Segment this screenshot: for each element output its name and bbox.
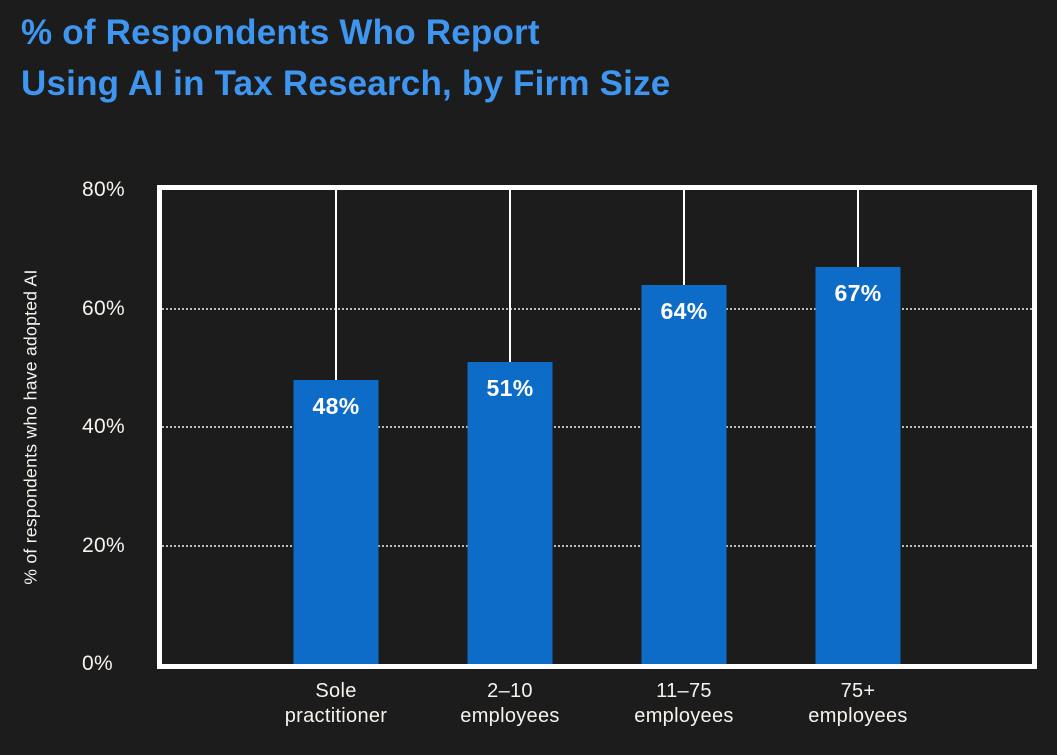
x-axis-labels: Sole practitioner 2–10 employees 11–75 emp… [162, 679, 1032, 743]
bar-value-label: 51% [486, 374, 534, 401]
bar-value-label: 67% [834, 280, 882, 307]
category-guide-line [683, 190, 685, 285]
y-tick-label: 80% [82, 178, 125, 201]
y-tick-label: 60% [82, 296, 125, 320]
category-guide-line [857, 190, 859, 268]
bar-4: 67% [815, 267, 901, 664]
chart-title-line-2: Using AI in Tax Research, by Firm Size [21, 64, 671, 103]
plot-area: 48% 51% 64% 67% [157, 185, 1037, 669]
y-axis-title: % of respondents who have adopted AI [20, 269, 41, 585]
chart-title-line-1: % of Respondents Who Report [21, 13, 540, 52]
x-axis-category-label: 75+ employees [808, 680, 908, 727]
y-tick-label: 20% [82, 533, 125, 557]
x-axis-category-label: 11–75 employees [634, 680, 734, 727]
bar-value-label: 64% [660, 297, 708, 324]
bar-value-label: 48% [312, 392, 360, 419]
x-axis-category-label: Sole practitioner [284, 680, 388, 727]
gridline [162, 426, 1032, 428]
gridline [162, 544, 1032, 547]
x-axis-category-label: 2–10 employees [460, 680, 560, 727]
category-guide-line [335, 190, 337, 380]
chart-title: % of Respondents Who Report Using AI in … [21, 7, 670, 109]
y-axis-ticks: 0% 20% 40% 60% 80% [82, 178, 142, 675]
bar-3: 64% [641, 284, 727, 664]
y-tick-label: 40% [82, 415, 125, 438]
bar-2: 51% [467, 361, 553, 664]
category-guide-line [509, 190, 511, 362]
bar-1: 48% [293, 379, 379, 664]
gridline [162, 307, 1032, 310]
y-tick-label: 0% [82, 652, 113, 675]
